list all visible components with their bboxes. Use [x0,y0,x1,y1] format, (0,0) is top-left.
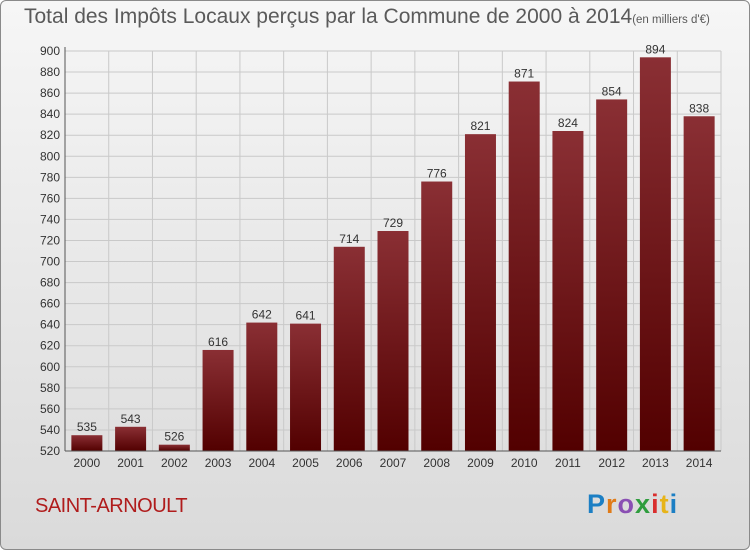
value-label-2000: 535 [77,420,97,434]
y-tick-label: 600 [40,360,60,374]
x-tick-label-2001: 2001 [117,456,144,470]
x-tick-label-2010: 2010 [511,456,538,470]
y-tick-label: 520 [40,444,60,458]
y-tick-label: 820 [40,128,60,142]
bar-2007 [377,231,409,451]
value-label-2005: 641 [296,309,316,323]
commune-name: SAINT-ARNOULT [35,495,188,517]
x-tick-label-2014: 2014 [686,456,713,470]
y-tick-label: 880 [40,65,60,79]
bar-2008 [421,181,453,452]
value-label-2009: 821 [470,119,490,133]
y-tick-label: 580 [40,381,60,395]
value-label-2011: 824 [558,116,578,130]
y-tick-label: 860 [40,86,60,100]
bar-2013 [639,57,671,451]
value-label-2003: 616 [208,335,228,349]
bar-2010 [508,81,540,452]
labels: 520 540 560 580 600 620 640 660 680 700 720 740 760 7… [40,42,713,470]
x-tick-label-2005: 2005 [292,456,319,470]
y-tick-label: 720 [40,233,60,247]
bar-2004 [246,322,278,451]
bar-2012 [596,99,628,451]
bar-2005 [290,323,322,451]
value-label-2001: 543 [121,412,141,426]
value-label-2007: 729 [383,216,403,230]
bar-2011 [552,131,584,451]
value-label-2008: 776 [427,167,447,181]
bar-2003 [202,349,234,451]
x-tick-label-2006: 2006 [336,456,363,470]
x-tick-label-2007: 2007 [380,456,407,470]
x-tick-label-2011: 2011 [555,456,581,470]
value-label-2004: 642 [252,308,272,322]
y-tick-label: 680 [40,276,60,290]
x-tick-label-2013: 2013 [642,456,669,470]
y-tick-label: 900 [40,44,60,58]
value-label-2010: 871 [514,67,534,81]
y-tick-label: 660 [40,297,60,311]
y-tick-label: 760 [40,191,60,205]
y-tick-label: 540 [40,423,60,437]
chart-title-unit: (en milliers d'€) [632,14,710,26]
x-tick-label-2004: 2004 [248,456,275,470]
bar-2002 [158,444,190,451]
bar-2009 [464,134,496,451]
chart-title: Total des Impôts Locaux perçus par la Co… [24,5,710,29]
x-tick-label-2002: 2002 [161,456,188,470]
y-tick-label: 560 [40,402,60,416]
x-tick-label-2012: 2012 [598,456,625,470]
y-tick-label: 640 [40,318,60,332]
axes [64,47,721,452]
x-tick-label-2003: 2003 [205,456,232,470]
value-label-2002: 526 [164,430,184,444]
value-label-2013: 894 [645,42,665,56]
bar-2006 [333,246,365,451]
proxiti-logo: Proxiti [587,489,679,519]
bar-2000 [71,435,103,451]
x-tick-label-2000: 2000 [74,456,101,470]
y-tick-label: 740 [40,212,60,226]
bars [71,57,715,452]
x-tick-label-2009: 2009 [467,456,494,470]
y-tick-label: 700 [40,255,60,269]
x-tick-label-2008: 2008 [423,456,450,470]
y-tick-label: 840 [40,107,60,121]
y-tick-label: 780 [40,170,60,184]
value-label-2006: 714 [339,232,359,246]
chart-title-main: Total des Impôts Locaux perçus par la Co… [24,5,633,28]
y-tick-label: 620 [40,339,60,353]
value-label-2012: 854 [602,84,622,98]
bar-2001 [115,426,147,451]
value-label-2014: 838 [689,101,709,115]
bar-2014 [683,116,715,452]
y-tick-label: 800 [40,149,60,163]
